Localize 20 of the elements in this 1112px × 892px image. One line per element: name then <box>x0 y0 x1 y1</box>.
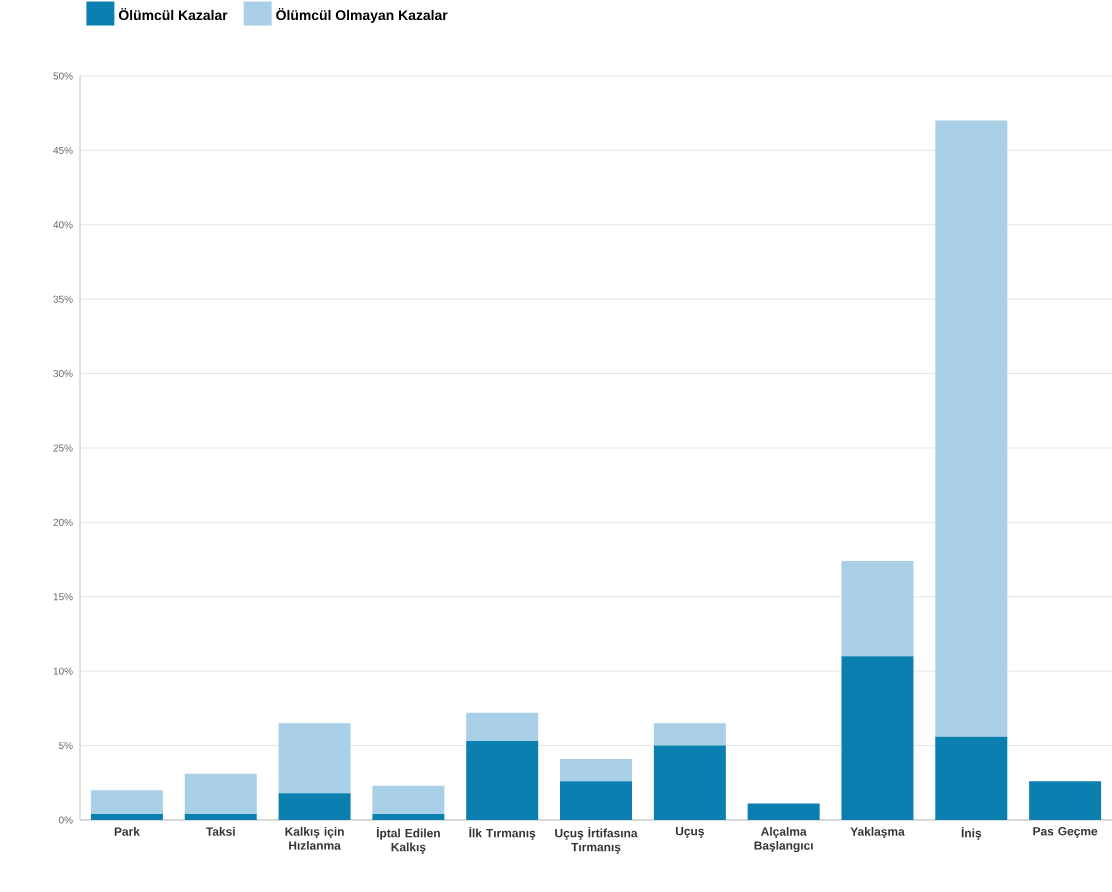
bar <box>372 814 445 820</box>
bar <box>653 745 726 820</box>
bar <box>841 656 914 820</box>
bar <box>935 120 1008 737</box>
bar <box>184 814 257 820</box>
bar <box>1029 781 1102 820</box>
bar <box>90 790 163 815</box>
bar <box>747 803 820 820</box>
bar <box>466 712 539 742</box>
bar <box>935 736 1008 820</box>
bar <box>560 781 633 820</box>
bar <box>841 561 914 657</box>
bar <box>90 814 163 820</box>
bar <box>466 741 539 820</box>
bar <box>278 793 351 820</box>
bar <box>278 723 351 794</box>
bar <box>653 723 726 746</box>
bar <box>560 758 633 782</box>
bar <box>372 785 445 815</box>
bar <box>184 773 257 815</box>
